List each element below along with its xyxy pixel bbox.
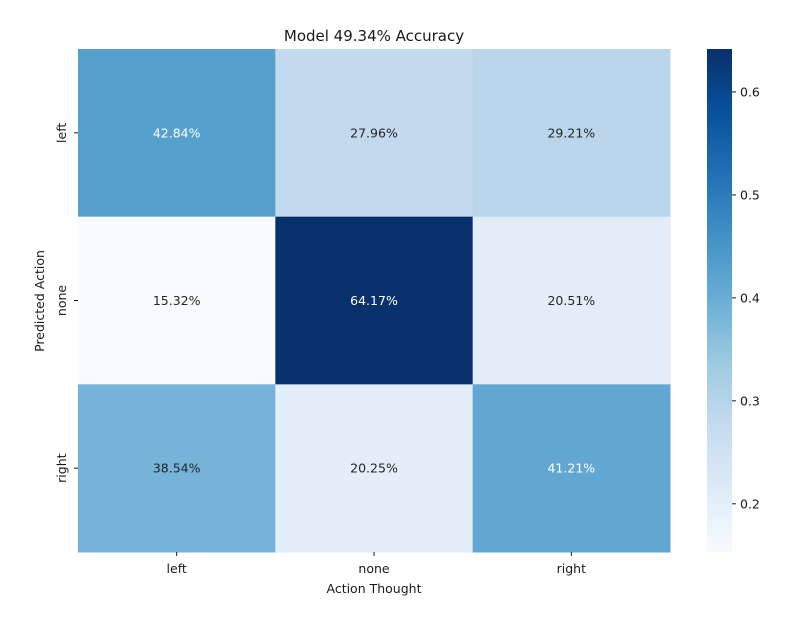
heatmap-cells	[78, 49, 671, 553]
cell-value-label: 20.51%	[547, 293, 595, 308]
heatmap-cell	[472, 49, 671, 218]
heatmap-cell-labels: 42.84% 27.96% 29.21% 15.32% 64.17% 20.51% 38.5…	[153, 125, 595, 475]
colorbar-tick-label: 0.5	[740, 187, 760, 202]
heatmap-cell	[472, 384, 671, 553]
colorbar-tick-label: 0.4	[740, 290, 760, 305]
cell-value-label: 27.96%	[350, 125, 398, 140]
cell-value-label: 15.32%	[153, 293, 201, 308]
cell-value-label: 38.54%	[153, 461, 201, 476]
heatmap-cell	[275, 216, 474, 385]
y-tick-label: right	[54, 453, 69, 482]
chart-title: Model 49.34% Accuracy	[284, 27, 464, 45]
colorbar	[707, 49, 732, 552]
colorbar-tick-label: 0.6	[740, 84, 760, 99]
y-axis-ticks: left none right	[54, 123, 78, 483]
x-axis-label: Action Thought	[326, 581, 421, 596]
cell-value-label: 42.84%	[153, 125, 201, 140]
x-tick-label: left	[167, 561, 187, 576]
colorbar-tick-label: 0.2	[740, 496, 760, 511]
x-tick-label: none	[358, 561, 389, 576]
x-tick-label: right	[557, 561, 586, 576]
colorbar-ticks: 0.2 0.3 0.4 0.5 0.6	[732, 84, 760, 511]
cell-value-label: 64.17%	[350, 293, 398, 308]
heatmap-cell	[78, 49, 276, 218]
x-axis-ticks: left none right	[167, 552, 586, 576]
cell-value-label: 20.25%	[350, 461, 398, 476]
y-axis-label: Predicted Action	[32, 250, 47, 352]
cell-value-label: 29.21%	[547, 125, 595, 140]
y-tick-label: none	[54, 285, 69, 316]
heatmap-cell	[78, 384, 276, 553]
heatmap-cell	[472, 216, 671, 385]
colorbar-tick-label: 0.3	[740, 393, 760, 408]
heatmap-cell	[275, 49, 474, 218]
heatmap-cell	[275, 384, 474, 553]
y-tick-label: left	[54, 123, 69, 143]
cell-value-label: 41.21%	[547, 461, 595, 476]
heatmap-cell	[78, 216, 276, 385]
